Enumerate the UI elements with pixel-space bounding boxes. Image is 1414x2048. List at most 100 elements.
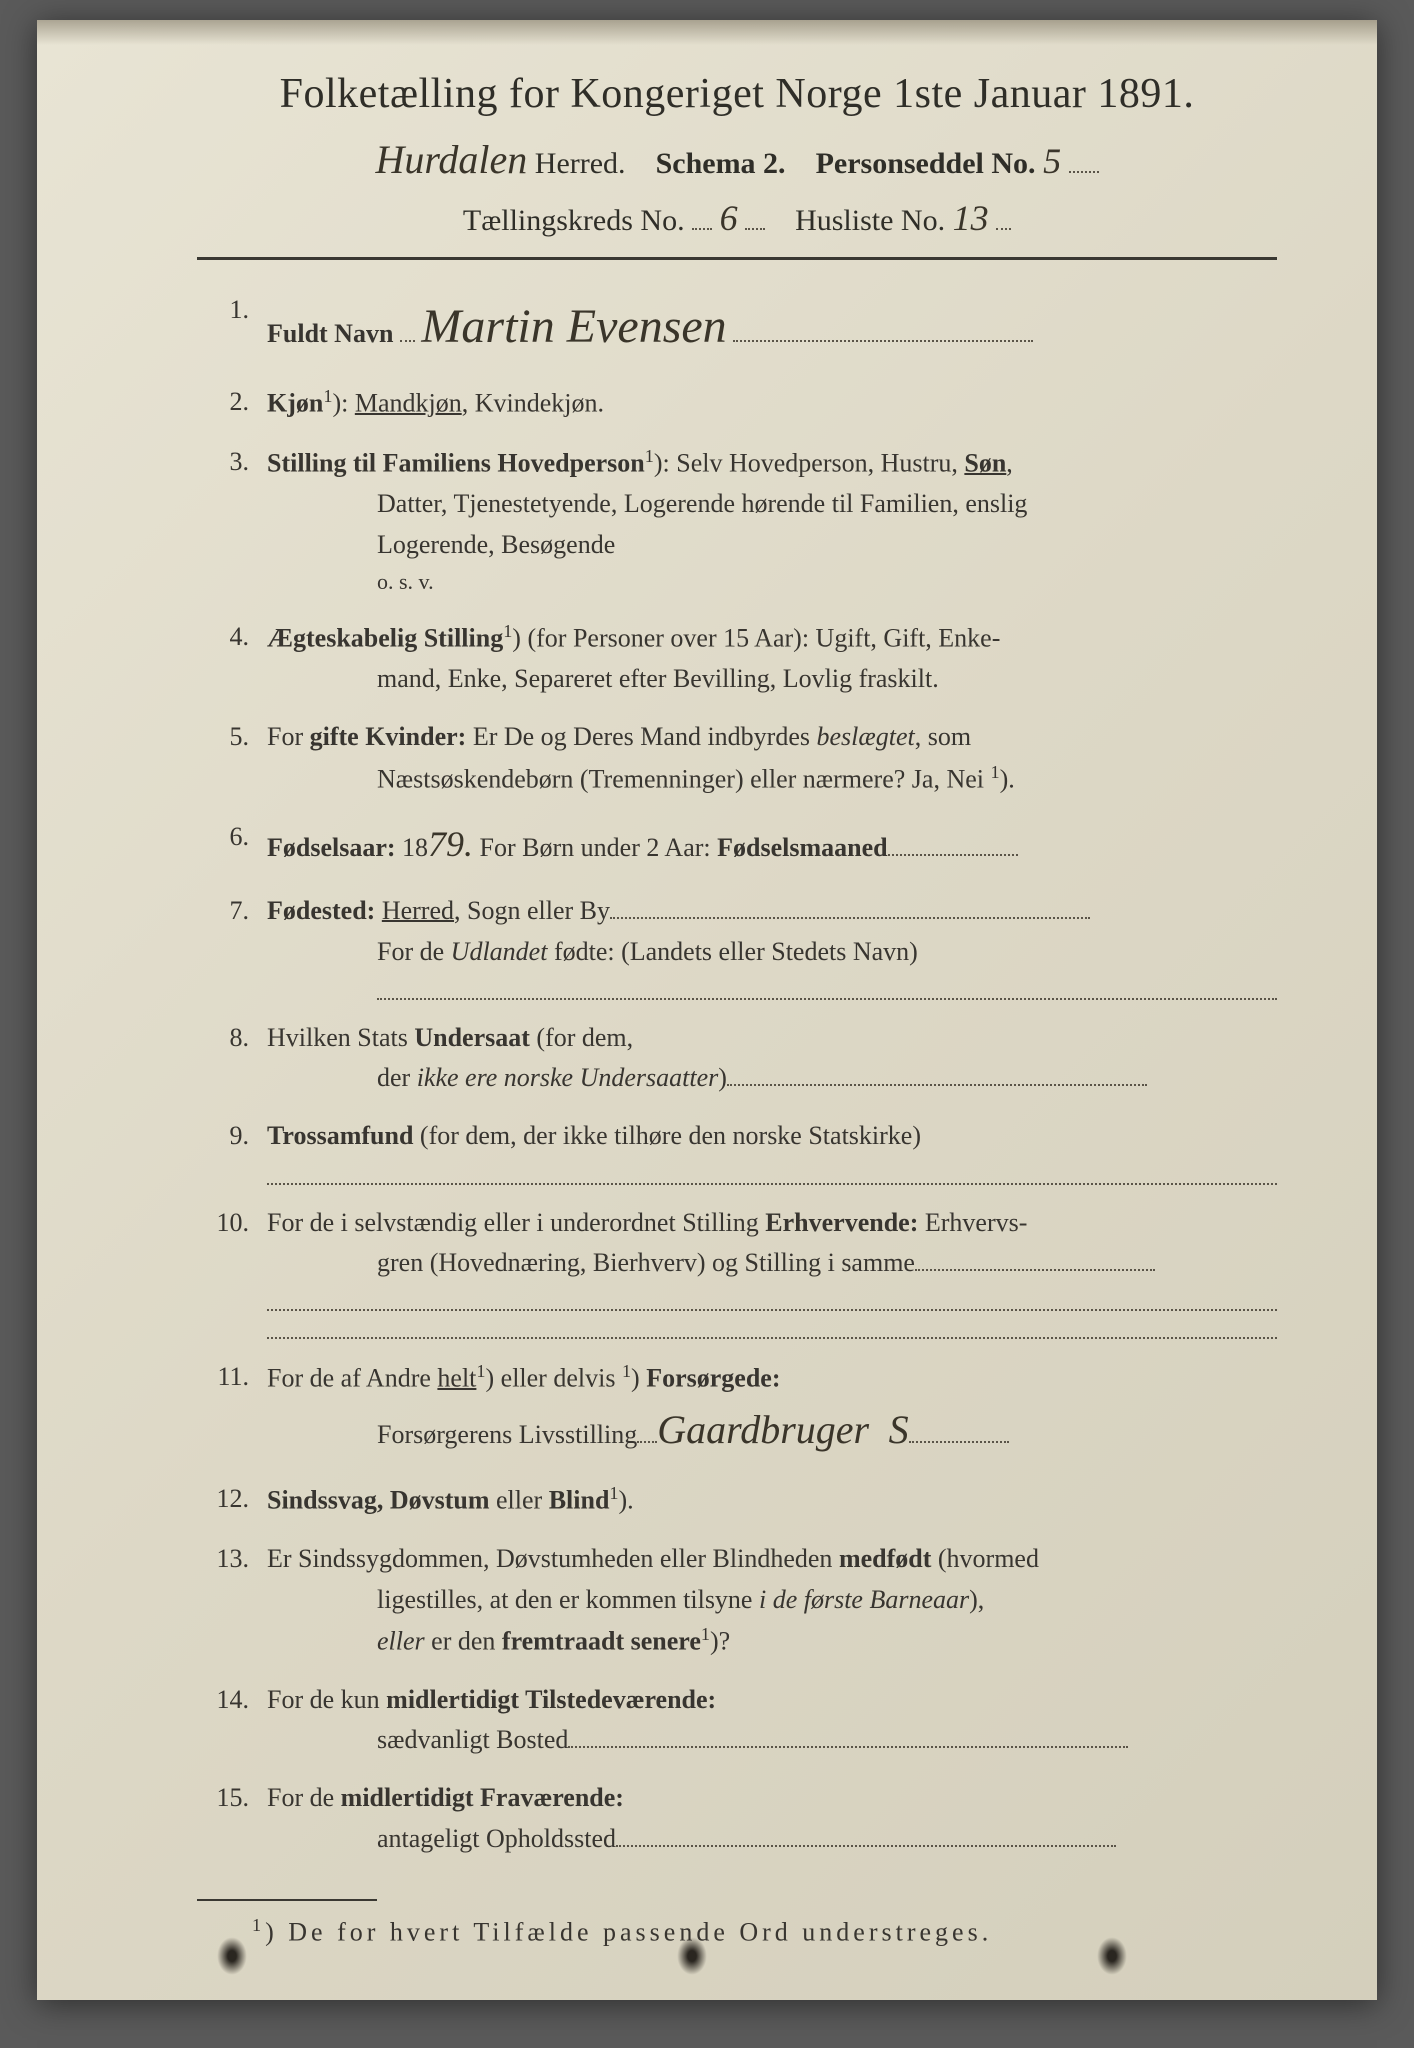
text: mand, Enke, Separeret efter Bevilling, L…	[267, 659, 1277, 699]
footnote-ref: 1	[645, 446, 654, 466]
eller-text: eller	[377, 1627, 425, 1656]
entry-12: 12. Sindssvag, Døvstum eller Blind1).	[207, 1479, 1277, 1521]
fravaerende-label: midlertidigt Fraværende:	[341, 1783, 624, 1812]
dotted-fill	[610, 893, 1090, 919]
dotted-line	[267, 1317, 1277, 1339]
entry-num: 1.	[207, 290, 267, 364]
text: sædvanligt Bosted	[377, 1725, 568, 1754]
form-entries: 1. Fuldt Navn Martin Evensen 2. Kjøn1): …	[197, 290, 1277, 1859]
name-handwritten: Martin Evensen	[421, 290, 726, 364]
footnote-ref: 1	[476, 1361, 485, 1381]
form-header: Folketælling for Kongeriget Norge 1ste J…	[197, 70, 1277, 239]
entry-body: Hvilken Stats Undersaat (for dem, der ik…	[267, 1018, 1277, 1099]
entry-4: 4. Ægteskabelig Stilling1) (for Personer…	[207, 617, 1277, 699]
sindssvag-label: Sindssvag, Døvstum	[267, 1486, 490, 1515]
helt-selected: helt	[437, 1364, 476, 1393]
text: ,	[1006, 449, 1013, 478]
entry-body: For de af Andre helt1) eller delvis 1) F…	[267, 1357, 1277, 1461]
entry-body: Trossamfund (for dem, der ikke tilhøre d…	[267, 1116, 1277, 1184]
entry-num: 3.	[207, 442, 267, 599]
kreds-row: Tællingskreds No. 6 Husliste No. 13	[197, 197, 1277, 239]
fodselsaar-label: Fødselsaar:	[267, 833, 396, 862]
entry-14: 14. For de kun midlertidigt Tilstedevære…	[207, 1680, 1277, 1761]
entry-num: 4.	[207, 617, 267, 699]
herred-selected: Herred	[382, 896, 454, 925]
entry-7: 7. Fødested: Herred, Sogn eller By For d…	[207, 891, 1277, 1000]
text: For de af Andre	[267, 1364, 437, 1393]
dotted-fill	[616, 1821, 1116, 1847]
aegteskab-label: Ægteskabelig Stilling	[267, 624, 503, 653]
text: For	[267, 722, 310, 751]
form-title: Folketælling for Kongeriget Norge 1ste J…	[197, 70, 1277, 118]
entry-num: 8.	[207, 1018, 267, 1099]
line3: eller er den fremtraadt senere1)?	[267, 1620, 1277, 1662]
personseddel-no: 5	[1043, 140, 1061, 182]
header-rule	[197, 257, 1277, 260]
text: (for dem, der ikke tilhøre den norske St…	[413, 1121, 921, 1150]
entry-num: 7.	[207, 891, 267, 1000]
herred-row: Hurdalen Herred. Schema 2. Personseddel …	[197, 136, 1277, 183]
entry-body: For de midlertidigt Fraværende: antageli…	[267, 1778, 1277, 1859]
entry-num: 14.	[207, 1680, 267, 1761]
text: For Børn under 2 Aar:	[473, 833, 717, 862]
ink-smudge-icon	[1097, 1937, 1127, 1975]
entry-num: 11.	[207, 1357, 267, 1461]
entry-6: 6. Fødselsaar: 1879. For Børn under 2 Aa…	[207, 817, 1277, 873]
entry-num: 5.	[207, 717, 267, 799]
year-handwritten: 79.	[428, 817, 473, 873]
text: For de i selvstændig eller i underordnet…	[267, 1208, 765, 1237]
text: er den	[425, 1627, 502, 1656]
forsorgede-label: Forsørgede:	[646, 1364, 780, 1393]
ink-smudge-icon	[217, 1937, 247, 1975]
son-selected: Søn	[964, 449, 1006, 478]
entry-body: Sindssvag, Døvstum eller Blind1).	[267, 1479, 1277, 1521]
text: Næstsøskendebørn (Tremenninger) eller næ…	[377, 764, 991, 793]
entry-3: 3. Stilling til Familiens Hovedperson1):…	[207, 442, 1277, 599]
text: For de	[377, 937, 451, 966]
entry-9: 9. Trossamfund (for dem, der ikke tilhør…	[207, 1116, 1277, 1184]
line2: Forsørgerens LivsstillingGaardbruger S	[267, 1399, 1277, 1461]
entry-num: 13.	[207, 1539, 267, 1662]
undersaat-label: Undersaat	[414, 1023, 530, 1052]
text: eller	[490, 1486, 549, 1515]
personseddel-label: Personseddel No.	[816, 147, 1036, 180]
paren: ):	[332, 389, 348, 418]
paren: ).	[619, 1486, 634, 1515]
line2: der ikke ere norske Undersaatter)	[267, 1058, 1277, 1098]
dotted-fill	[888, 830, 1018, 856]
entry-8: 8. Hvilken Stats Undersaat (for dem, der…	[207, 1018, 1277, 1099]
entry-body: For de kun midlertidigt Tilstedeværende:…	[267, 1680, 1277, 1761]
text: fødte: (Landets eller Stedets Navn)	[547, 937, 917, 966]
dotted-line	[267, 1289, 1277, 1311]
tilstedevaerende-label: midlertidigt Tilstedeværende:	[386, 1685, 716, 1714]
entry-body: Ægteskabelig Stilling1) (for Personer ov…	[267, 617, 1277, 699]
herred-label: Herred.	[535, 147, 626, 180]
entry-body: Stilling til Familiens Hovedperson1): Se…	[267, 442, 1277, 599]
line2: ligestilles, at den er kommen tilsyne i …	[267, 1580, 1277, 1620]
text: Erhvervs-	[918, 1208, 1027, 1237]
text: Selv Hovedperson, Hustru,	[670, 449, 965, 478]
schema-label: Schema 2.	[656, 147, 786, 180]
text: ),	[969, 1585, 984, 1614]
footnote-ref: 1	[503, 621, 512, 641]
entry-body: Kjøn1): Mandkjøn, Kvindekjøn.	[267, 382, 1277, 424]
footnote-ref: 1	[991, 762, 1000, 782]
stilling-label: Stilling til Familiens Hovedperson	[267, 449, 645, 478]
text: ligestilles, at den er kommen tilsyne	[377, 1585, 759, 1614]
paren: ).	[1000, 764, 1015, 793]
paren: )?	[710, 1627, 730, 1656]
dotted-line	[267, 1163, 1277, 1185]
text: )	[718, 1063, 727, 1092]
entry-11: 11. For de af Andre helt1) eller delvis …	[207, 1357, 1277, 1461]
line2: sædvanligt Bosted	[267, 1720, 1277, 1760]
line2: antageligt Opholdssted	[267, 1819, 1277, 1859]
husliste-label: Husliste No.	[795, 204, 945, 237]
dotted-fill	[727, 1060, 1147, 1086]
text: Forsørgerens Livsstilling	[377, 1420, 637, 1449]
entry-body: Fuldt Navn Martin Evensen	[267, 290, 1277, 364]
entry-1: 1. Fuldt Navn Martin Evensen	[207, 290, 1277, 364]
text: Er Sindssygdommen, Døvstumheden eller Bl…	[267, 1544, 839, 1573]
fodselsmaaned-label: Fødselsmaaned	[717, 833, 887, 862]
text: der	[377, 1063, 417, 1092]
text: (for Personer over 15 Aar): Ugift, Gift,…	[521, 624, 1000, 653]
